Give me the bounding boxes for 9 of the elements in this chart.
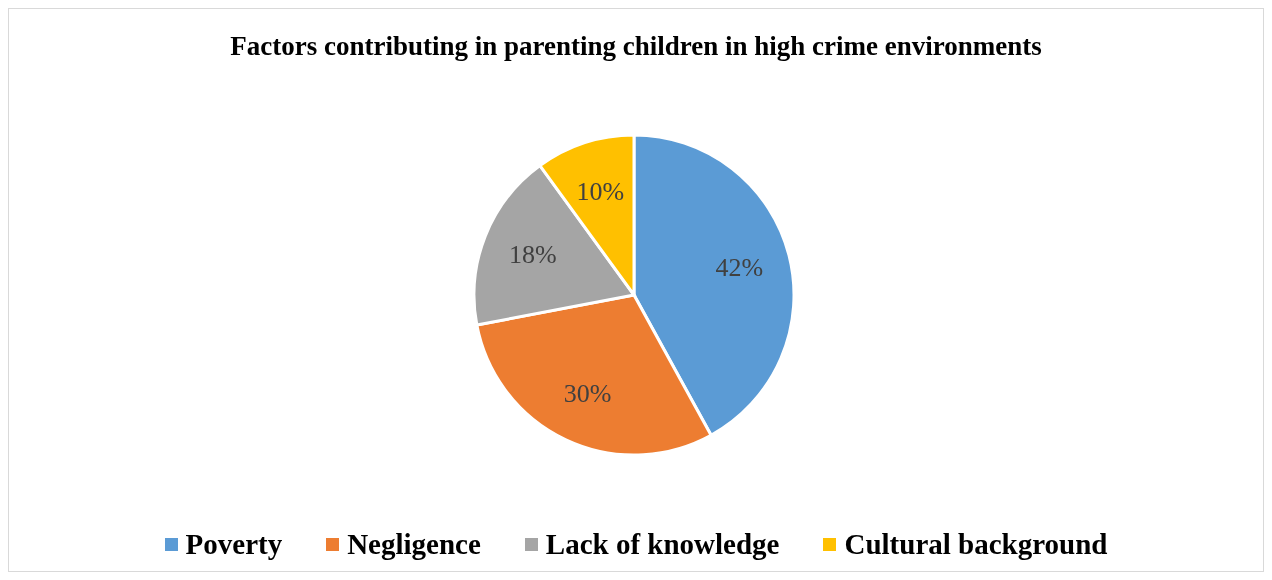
chart-title: Factors contributing in parenting children in high crime environments: [229, 31, 1043, 62]
data-label: 18%: [509, 240, 557, 270]
legend-label: Negligence: [347, 528, 481, 561]
data-label: 42%: [715, 253, 764, 283]
legend-label: Lack of knowledge: [545, 528, 780, 561]
data-label: 10%: [576, 177, 625, 207]
legend-label: Cultural background: [844, 528, 1108, 561]
data-label: 30%: [563, 378, 612, 408]
legend-label: Poverty: [185, 528, 283, 561]
